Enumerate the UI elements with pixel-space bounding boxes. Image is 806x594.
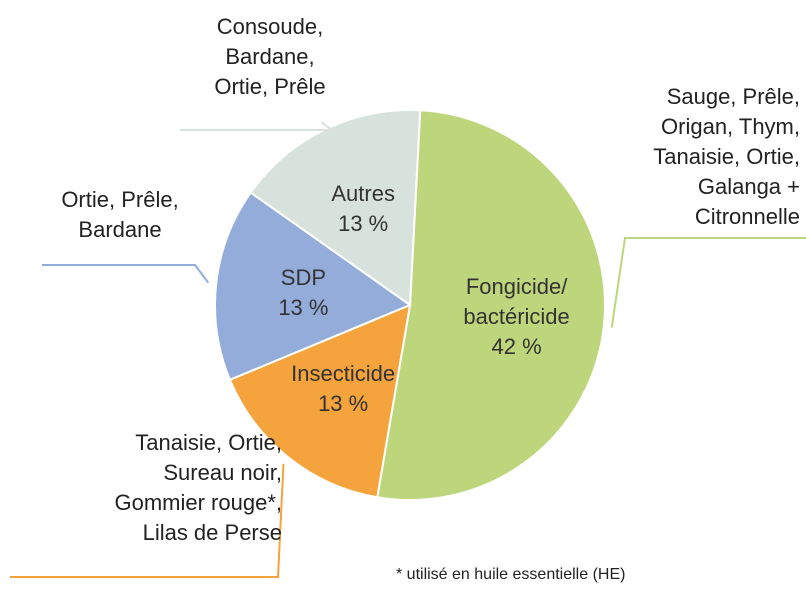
leader-line xyxy=(610,237,806,328)
pie-slice xyxy=(228,303,412,499)
callout-line: Bardane, xyxy=(225,44,315,69)
slice-label: Fongicide/ bactéricide 42 % xyxy=(442,272,592,362)
value-label: 42 % xyxy=(491,333,542,359)
callout: Tanaisie, Ortie, Sureau noir, Gommier roug… xyxy=(2,428,282,548)
pie-slice xyxy=(214,191,413,382)
value-label: 13 % xyxy=(338,210,389,236)
category-label: Insecticide xyxy=(291,360,396,386)
leader-line xyxy=(10,463,285,578)
value-label: 13 % xyxy=(278,295,329,321)
slice-label: SDP 13 % xyxy=(228,263,378,323)
category-label: Autres xyxy=(331,180,395,206)
leader-line xyxy=(180,121,336,131)
slice-label: Autres 13 % xyxy=(288,179,438,239)
callout-line: Origan, Thym, xyxy=(661,114,800,139)
callout-line: Sauge, Prêle, xyxy=(666,84,800,109)
callout-line: Bardane xyxy=(78,217,162,242)
callout-line: Ortie, Prêle xyxy=(214,74,326,99)
value-label: 13 % xyxy=(318,390,369,416)
leader-line xyxy=(42,264,210,284)
callout-line: Ortie, Prêle, xyxy=(61,187,179,212)
category-label: Fongicide/ bactéricide xyxy=(463,273,570,329)
footnote: * utilisé en huile essentielle (HE) xyxy=(396,566,626,583)
category-label: SDP xyxy=(280,265,327,291)
callout: Sauge, Prêle, Origan, Thym, Tanaisie, Orti… xyxy=(560,82,800,232)
callout-line: Consoude, xyxy=(216,14,324,39)
callout-line: Tanaisie, Ortie, xyxy=(653,144,800,169)
callout: Ortie, Prêle, Bardane xyxy=(40,185,200,245)
callout-line: Galanga + xyxy=(697,174,800,199)
callout-line: Citronnelle xyxy=(694,204,800,229)
callout-line: Sureau noir, xyxy=(163,460,282,485)
pie-slice xyxy=(376,109,606,501)
callout-line: Lilas de Perse xyxy=(142,520,282,545)
slice-label: Insecticide 13 % xyxy=(268,359,418,419)
callout: Consoude, Bardane, Ortie, Prêle xyxy=(190,12,350,102)
callout-line: Tanaisie, Ortie, xyxy=(135,430,282,455)
callout-line: Gommier rouge*, xyxy=(114,490,282,515)
